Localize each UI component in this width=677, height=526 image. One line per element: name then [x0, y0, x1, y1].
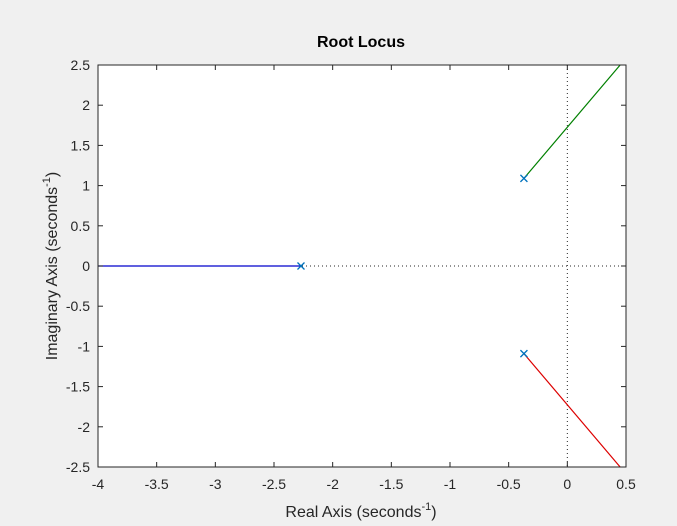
y-tick-label: 2 — [82, 97, 90, 113]
pole-marker — [297, 262, 305, 270]
y-tick-label: -2.5 — [66, 459, 90, 475]
x-axis-label-close: ) — [431, 504, 436, 521]
y-tick-label: 1.5 — [71, 137, 91, 153]
x-tick-label: 0.5 — [616, 476, 636, 492]
y-tick-label: 0 — [82, 258, 90, 274]
y-tick-label: 0.5 — [71, 218, 91, 234]
y-axis-label-text: Imaginary Axis (seconds — [44, 187, 61, 360]
x-axis-label: Real Axis (seconds-1) — [285, 501, 436, 521]
x-tick-label: -2.5 — [262, 476, 286, 492]
x-tick-label: -1 — [444, 476, 457, 492]
y-tick-label: -1.5 — [66, 379, 90, 395]
y-axis-label-sup: -1 — [41, 177, 53, 187]
x-tick-labels: -4 -3.5 -3 -2.5 -2 -1.5 -1 -0.5 0 0.5 — [92, 476, 636, 492]
x-tick-label: -2 — [326, 476, 339, 492]
y-axis-label-close: ) — [44, 172, 61, 177]
axis-ticks — [97, 64, 627, 468]
x-tick-label: -1.5 — [379, 476, 403, 492]
x-axis-label-text: Real Axis (seconds — [285, 504, 421, 521]
x-tick-label: -4 — [92, 476, 105, 492]
x-tick-label: -0.5 — [497, 476, 521, 492]
pole-marker — [519, 349, 528, 358]
x-axis-label-sup: -1 — [421, 501, 431, 513]
x-tick-label: 0 — [563, 476, 571, 492]
locus-branches — [98, 64, 621, 468]
locus-branch-2 — [523, 64, 621, 179]
y-axis-label: Imaginary Axis (seconds-1) — [41, 172, 61, 361]
y-tick-label: -0.5 — [66, 298, 90, 314]
pole-marker — [519, 174, 528, 183]
x-tick-label: -3.5 — [145, 476, 169, 492]
y-tick-label: -2 — [78, 419, 91, 435]
x-tick-label: -3 — [209, 476, 222, 492]
y-tick-label: 2.5 — [71, 57, 91, 73]
chart-title: Root Locus — [317, 34, 405, 51]
pole-markers — [297, 174, 528, 358]
y-tick-label: -1 — [78, 338, 91, 354]
locus-branch-3 — [523, 353, 621, 468]
y-tick-labels: -2.5 -2 -1.5 -1 -0.5 0 0.5 1 1.5 2 2.5 — [66, 57, 90, 475]
y-tick-label: 1 — [82, 178, 90, 194]
